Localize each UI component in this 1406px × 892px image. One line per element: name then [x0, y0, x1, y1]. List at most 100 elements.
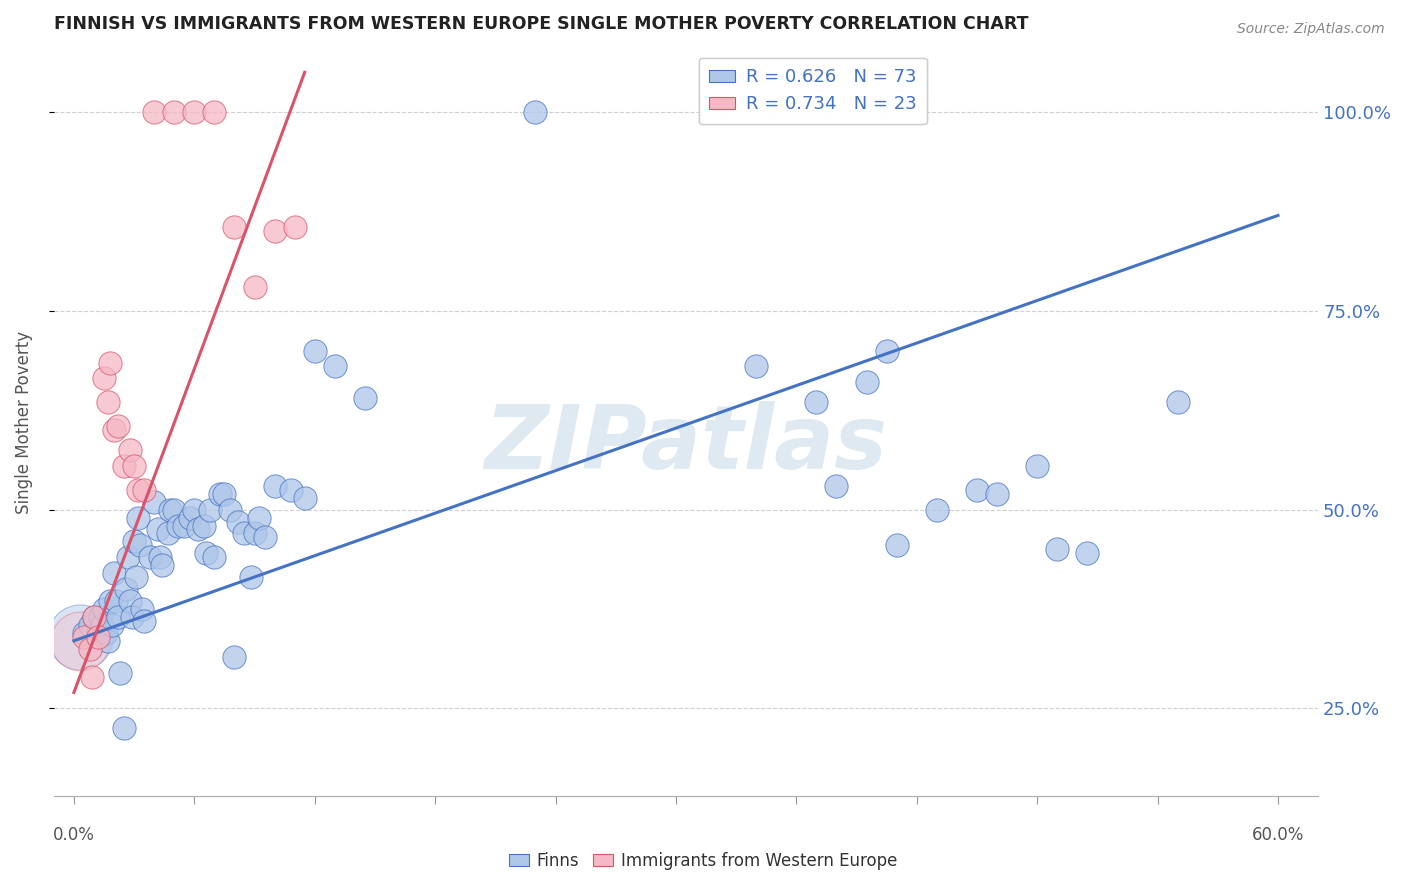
Point	[247, 510, 270, 524]
Point	[876, 343, 898, 358]
Point	[134, 483, 156, 497]
Point	[202, 105, 225, 120]
Point	[214, 486, 236, 500]
Point	[284, 220, 307, 235]
Point	[115, 582, 138, 596]
Point	[89, 610, 111, 624]
Point	[1076, 546, 1098, 560]
Point	[219, 502, 242, 516]
Point	[143, 105, 166, 120]
Point	[143, 494, 166, 508]
Point	[745, 359, 768, 374]
Point	[93, 602, 115, 616]
Point	[855, 376, 877, 390]
Point	[73, 630, 96, 644]
Point	[524, 105, 547, 120]
Point	[966, 483, 988, 497]
Point	[69, 633, 91, 648]
Point	[150, 558, 173, 573]
Point	[224, 649, 246, 664]
Point	[134, 614, 156, 628]
Point	[112, 721, 135, 735]
Point	[94, 625, 117, 640]
Point	[163, 105, 186, 120]
Point	[1167, 395, 1189, 409]
Point	[1026, 458, 1049, 473]
Point	[93, 371, 115, 385]
Point	[127, 483, 149, 497]
Point	[253, 531, 276, 545]
Text: 0.0%: 0.0%	[53, 826, 94, 844]
Point	[159, 502, 181, 516]
Point	[117, 550, 139, 565]
Point	[122, 458, 145, 473]
Point	[103, 423, 125, 437]
Point	[263, 224, 285, 238]
Text: FINNISH VS IMMIGRANTS FROM WESTERN EUROPE SINGLE MOTHER POVERTY CORRELATION CHAR: FINNISH VS IMMIGRANTS FROM WESTERN EUROP…	[53, 15, 1028, 33]
Point	[108, 665, 131, 680]
Text: Source: ZipAtlas.com: Source: ZipAtlas.com	[1237, 22, 1385, 37]
Point	[125, 570, 148, 584]
Point	[280, 483, 302, 497]
Point	[354, 392, 377, 406]
Point	[886, 538, 908, 552]
Point	[112, 458, 135, 473]
Point	[233, 526, 256, 541]
Point	[209, 486, 232, 500]
Point	[127, 510, 149, 524]
Legend: Finns, Immigrants from Western Europe: Finns, Immigrants from Western Europe	[502, 846, 904, 877]
Point	[105, 594, 128, 608]
Point	[83, 610, 105, 624]
Point	[107, 610, 129, 624]
Point	[139, 550, 162, 565]
Point	[87, 625, 110, 640]
Point	[148, 523, 170, 537]
Y-axis label: Single Mother Poverty: Single Mother Poverty	[15, 331, 32, 514]
Point	[243, 280, 266, 294]
Point	[121, 610, 143, 624]
Point	[69, 630, 91, 644]
Point	[91, 618, 114, 632]
Point	[167, 518, 190, 533]
Point	[101, 618, 124, 632]
Point	[263, 479, 285, 493]
Point	[80, 669, 103, 683]
Point	[228, 515, 250, 529]
Point	[243, 526, 266, 541]
Point	[986, 486, 1008, 500]
Point	[193, 518, 215, 533]
Point	[163, 502, 186, 516]
Point	[98, 594, 121, 608]
Point	[73, 625, 96, 640]
Point	[202, 550, 225, 565]
Point	[179, 510, 201, 524]
Point	[173, 518, 195, 533]
Point	[107, 419, 129, 434]
Text: 60.0%: 60.0%	[1251, 826, 1305, 844]
Point	[195, 546, 218, 560]
Point	[149, 550, 172, 565]
Point	[79, 618, 101, 632]
Point	[87, 630, 110, 644]
Point	[98, 355, 121, 369]
Point	[224, 220, 246, 235]
Legend: R = 0.626   N = 73, R = 0.734   N = 23: R = 0.626 N = 73, R = 0.734 N = 23	[699, 58, 927, 124]
Point	[97, 395, 120, 409]
Point	[294, 491, 316, 505]
Text: ZIPatlas: ZIPatlas	[485, 401, 887, 488]
Point	[120, 442, 142, 457]
Point	[183, 502, 205, 516]
Point	[925, 502, 948, 516]
Point	[83, 610, 105, 624]
Point	[825, 479, 848, 493]
Point	[323, 359, 346, 374]
Point	[187, 523, 209, 537]
Point	[183, 105, 205, 120]
Point	[122, 534, 145, 549]
Point	[157, 526, 180, 541]
Point	[129, 538, 152, 552]
Point	[97, 633, 120, 648]
Point	[1046, 542, 1069, 557]
Point	[806, 395, 828, 409]
Point	[79, 641, 101, 656]
